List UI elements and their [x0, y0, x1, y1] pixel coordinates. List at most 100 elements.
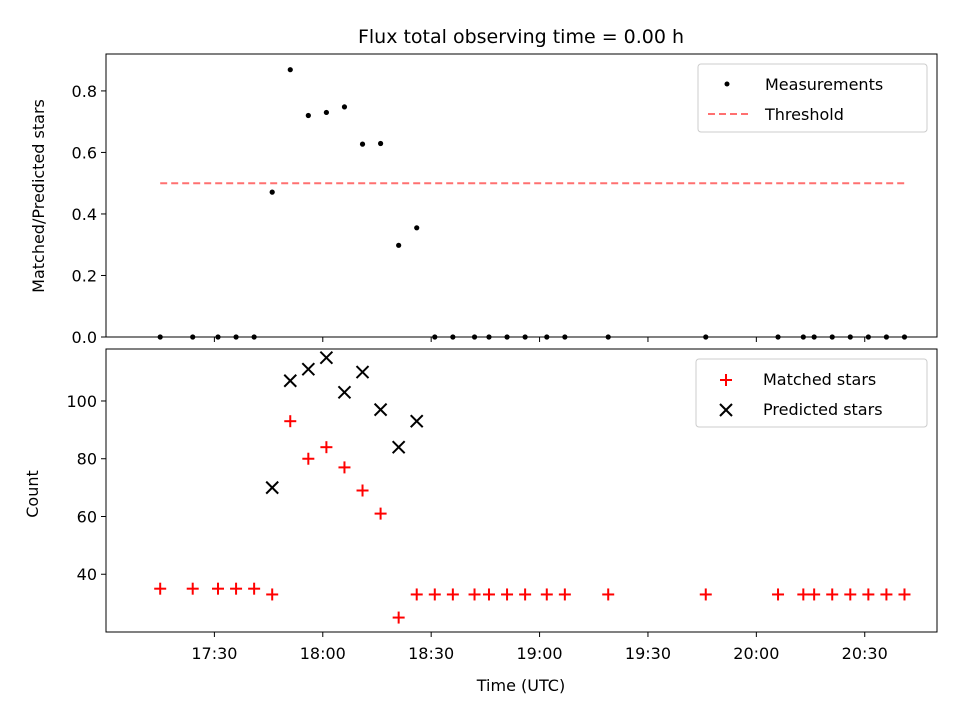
matched-star-point [844, 588, 857, 601]
matched-star-point [338, 461, 351, 474]
predicted-star-point [373, 402, 388, 417]
matched-star-point [602, 588, 615, 601]
top-y-axis-label: Matched/Predicted stars [29, 99, 48, 293]
measurement-point [865, 334, 871, 340]
measurement-point [901, 334, 908, 340]
matched-star-point [374, 507, 387, 520]
bottom-y-tick-label: 60 [77, 507, 97, 526]
measurement-point [157, 334, 163, 340]
bottom-plot-frame [105, 348, 938, 633]
bottom-x-tick-label: 18:30 [408, 644, 454, 663]
bottom-y-tick-label: 80 [77, 450, 97, 469]
bottom-panel: Count Time (UTC) 40 60 80 100 17:30 18:00 18:… [23, 348, 938, 695]
matched-star-point [428, 588, 441, 601]
matched-star-point [468, 588, 481, 601]
bottom-x-axis-label: Time (UTC) [476, 676, 565, 695]
legend-label-predicted-stars: Predicted stars [763, 400, 883, 419]
measurement-point [504, 334, 510, 340]
measurement-point [190, 334, 196, 340]
top-x-ticks [213, 337, 866, 342]
legend-label-threshold: Threshold [764, 105, 844, 124]
measurement-point [287, 67, 293, 73]
matched-star-point [898, 588, 911, 601]
matched-star-point [880, 588, 893, 601]
bottom-x-tick-label: 19:00 [517, 644, 563, 663]
bottom-y-tick-label: 100 [66, 392, 97, 411]
legend-label-measurements: Measurements [765, 75, 883, 94]
measurement-point [522, 334, 528, 340]
matched-star-point [392, 611, 405, 624]
measurement-point [323, 109, 329, 116]
matched-star-point [248, 582, 261, 595]
matched-star-point [356, 484, 369, 497]
measurement-point [396, 242, 402, 248]
matched-star-point [558, 588, 571, 601]
matched-star-point [519, 588, 532, 601]
matched-star-point [699, 588, 712, 601]
top-legend: Measurements Threshold [697, 63, 928, 133]
bottom-legend-box [695, 358, 928, 428]
bottom-x-tick-label: 20:30 [842, 644, 888, 663]
matched-star-point [482, 588, 495, 601]
top-y-tick-label: 0.2 [72, 266, 97, 285]
matched-star-point [862, 588, 875, 601]
measurement-point [847, 334, 853, 340]
bottom-x-tick-label: 17:30 [191, 644, 237, 663]
measurement-point [883, 334, 890, 340]
legend-marker-matched-stars [720, 374, 732, 386]
bottom-x-ticks: 17:30 18:00 18:30 19:00 19:30 20:00 20:30 [191, 632, 888, 663]
predicted-star-point [319, 350, 334, 365]
measurement-point [359, 141, 366, 147]
bottom-x-tick-label: 19:30 [625, 644, 671, 663]
measurement-point [414, 225, 420, 231]
measurement-point [829, 334, 835, 340]
matched-star-point [446, 588, 459, 601]
top-y-tick-label: 0.4 [72, 205, 97, 224]
matched-star-point [266, 588, 279, 601]
bottom-y-ticks: 40 60 80 100 [66, 392, 106, 584]
matched-star-point [212, 582, 225, 595]
measurement-point [341, 104, 348, 110]
top-legend-box [697, 63, 928, 133]
bottom-y-tick-label: 40 [77, 565, 97, 584]
matched-star-point [302, 452, 315, 465]
matched-star-point [410, 588, 423, 601]
predicted-star-point [410, 414, 424, 428]
top-y-tick-label: 0.6 [72, 143, 97, 162]
measurement-point [486, 334, 492, 340]
top-data-marks [157, 67, 908, 340]
predicted-star-point [301, 362, 316, 376]
predicted-star-point [283, 374, 297, 388]
matched-star-point [540, 588, 553, 601]
measurement-point [562, 334, 568, 340]
measurement-point [215, 334, 221, 340]
measurement-point [605, 334, 611, 340]
bottom-x-tick-label: 18:00 [300, 644, 346, 663]
measurement-point [544, 334, 550, 340]
measurement-point [432, 334, 438, 340]
measurement-point [775, 334, 781, 340]
top-y-tick-label: 0.0 [72, 328, 97, 347]
matched-star-point [808, 588, 821, 601]
matched-star-point [284, 415, 297, 428]
measurement-point [377, 140, 384, 147]
matched-star-point [826, 588, 839, 601]
top-y-ticks: 0.0 0.2 0.4 0.6 0.8 [72, 82, 106, 347]
chart-title: Flux total observing time = 0.00 h [358, 26, 684, 48]
measurement-point [305, 112, 311, 119]
measurement-point [233, 334, 239, 340]
legend-marker-measurements [724, 81, 730, 87]
matched-star-point [186, 582, 199, 595]
legend-marker-predicted-stars [719, 403, 733, 417]
bottom-data-marks [154, 350, 911, 624]
measurement-point [450, 334, 456, 340]
legend-label-matched-stars: Matched stars [763, 370, 876, 389]
matched-star-point [230, 582, 243, 595]
top-y-tick-label: 0.8 [72, 82, 97, 101]
matched-star-point [772, 588, 785, 601]
top-panel: Matched/Predicted stars 0.00.20.40.60.8 … [29, 53, 938, 347]
matched-star-point [501, 588, 514, 601]
measurement-point [269, 189, 275, 195]
measurement-point [251, 334, 257, 340]
